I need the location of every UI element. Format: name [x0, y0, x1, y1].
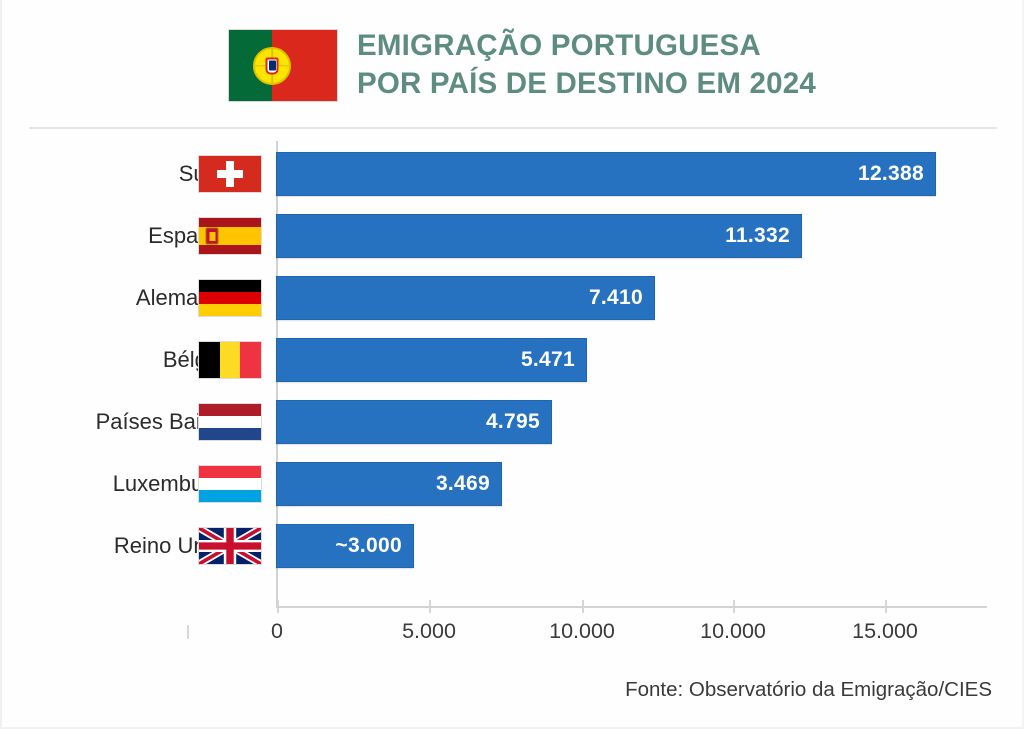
netherlands-flag-red-stripe [199, 404, 261, 416]
header-divider [29, 127, 997, 129]
x-axis-tick [429, 600, 431, 613]
bar-chart: Suíça 12.388 Espanha 11.332 Alemanha [2, 133, 1024, 613]
union-jack-shape [199, 528, 261, 564]
bar-reino-unido[interactable]: ~3.000 [276, 524, 414, 568]
germany-flag-black-stripe [199, 280, 261, 292]
bar-value-label: 7.410 [588, 286, 643, 309]
bar-value-label: 5.471 [520, 348, 575, 371]
bar-alemanha[interactable]: 7.410 [276, 276, 655, 320]
table-row: Luxemburgo 3.469 [2, 453, 1024, 515]
x-axis: 0 5.000 10.000 10.000 15.000 [2, 600, 1024, 660]
germany-flag-red-stripe [199, 292, 261, 304]
x-axis-tick-label: 10.000 [700, 619, 766, 643]
x-axis-tick-label: 10.000 [549, 619, 615, 643]
bar-value-label: ~3.000 [335, 534, 402, 557]
x-axis-tick [582, 600, 584, 613]
table-row: Suíça 12.388 [2, 143, 1024, 205]
bar-value-label: 4.795 [485, 410, 540, 433]
bar-luxemburgo[interactable]: 3.469 [276, 462, 502, 506]
x-axis-baseline [276, 606, 987, 608]
spain-flag-top-stripe [199, 218, 261, 227]
x-axis-left-stub [187, 625, 189, 639]
table-row: Bélgica 5.471 [2, 329, 1024, 391]
title-line-2: POR PAÍS DE DESTINO EM 2024 [357, 67, 816, 100]
x-axis-tick [885, 600, 887, 613]
germany-flag-icon [198, 279, 262, 317]
netherlands-flag-blue-stripe [199, 428, 261, 440]
x-axis-tick-label: 15.000 [852, 619, 918, 643]
bar-value-label: 12.388 [857, 162, 924, 185]
bar-espanha[interactable]: 11.332 [276, 214, 802, 258]
belgium-flag-icon [198, 341, 262, 379]
united-kingdom-flag-icon [198, 527, 262, 565]
germany-flag-gold-stripe [199, 304, 261, 316]
spain-coat-of-arms-icon [205, 227, 219, 245]
bar-value-label: 11.332 [725, 224, 790, 247]
switzerland-flag-icon [198, 155, 262, 193]
source-attribution: Fonte: Observatório da Emigração/CIES [625, 678, 992, 701]
bar-value-label: 3.469 [435, 472, 490, 495]
spain-flag-bottom-stripe [199, 245, 261, 254]
spain-flag-icon [198, 217, 262, 255]
bar-suica[interactable]: 12.388 [276, 152, 936, 196]
table-row: Países Baixos 4.795 [2, 391, 1024, 453]
bar-belgica[interactable]: 5.471 [276, 338, 587, 382]
portugal-shield-icon [265, 57, 279, 74]
bar-paises-baixos[interactable]: 4.795 [276, 400, 552, 444]
page-title: EMIGRAÇÃO PORTUGUESA POR PAÍS DE DESTINO… [357, 27, 977, 103]
luxembourg-flag-icon [198, 465, 262, 503]
luxembourg-flag-red-stripe [199, 466, 261, 478]
table-row: Reino Unido ~3.000 [2, 515, 1024, 577]
netherlands-flag-white-stripe [199, 416, 261, 428]
title-line-1: EMIGRAÇÃO PORTUGUESA [357, 29, 761, 62]
luxembourg-flag-blue-stripe [199, 490, 261, 502]
belgium-flag-red-band [240, 342, 261, 378]
belgium-flag-yellow-band [219, 342, 241, 378]
luxembourg-flag-white-stripe [199, 478, 261, 490]
x-axis-tick [277, 600, 279, 613]
x-axis-tick-label: 0 [271, 619, 283, 643]
x-axis-tick-label: 5.000 [402, 619, 456, 643]
header: EMIGRAÇÃO PORTUGUESA POR PAÍS DE DESTINO… [2, 0, 1024, 129]
x-axis-tick [733, 600, 735, 613]
portugal-flag-icon [228, 29, 338, 102]
swiss-cross-vertical [226, 161, 234, 187]
table-row: Alemanha 7.410 [2, 267, 1024, 329]
netherlands-flag-icon [198, 403, 262, 441]
table-row: Espanha 11.332 [2, 205, 1024, 267]
belgium-flag-black-band [199, 342, 220, 378]
armillary-sphere-icon [253, 46, 292, 85]
